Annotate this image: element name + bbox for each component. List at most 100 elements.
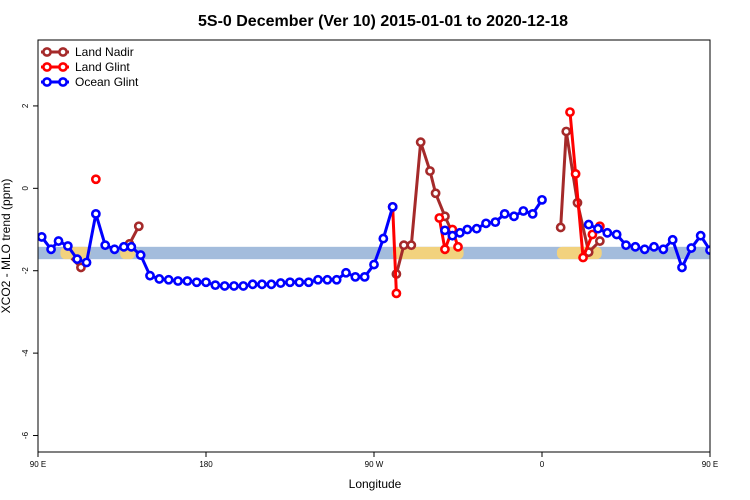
land-patch-4 [732,247,750,259]
data-point-ocean-glint-0 [38,232,47,242]
data-point-ocean-glint-18 [201,277,211,288]
data-point-ocean-glint-49 [527,208,538,219]
data-point-ocean-glint-6 [90,208,101,219]
data-point-ocean-glint-40 [447,230,458,241]
series-land-nadir [70,126,605,279]
x-tick-label-3: 0 [540,460,545,469]
data-point-ocean-glint-21 [229,281,239,291]
data-point-land-nadir-5 [406,240,417,251]
legend-swatch-marker [42,47,52,57]
data-point-ocean-glint-58 [649,241,659,252]
data-point-ocean-glint-61 [677,262,687,273]
data-point-ocean-glint-26 [275,278,286,288]
data-point-ocean-glint-48 [518,206,529,216]
data-point-land-nadir-10 [555,222,566,233]
data-point-land-nadir-6 [415,137,426,148]
data-point-land-nadir-0 [76,262,86,273]
series-line-ocean-glint-0 [40,206,395,288]
data-point-ocean-glint-67 [734,254,741,261]
legend-item-land-glint: Land Glint [41,60,130,74]
data-point-ocean-glint-63 [695,230,706,241]
legend-item-ocean-glint: Ocean Glint [41,75,139,89]
data-point-ocean-glint-35 [359,271,370,282]
data-point-land-nadir-2 [133,221,144,232]
data-point-ocean-glint-28 [294,277,305,288]
data-point-land-glint-6 [453,241,463,252]
x-tick-label-0: 90 E [30,460,46,469]
data-point-ocean-glint-64 [705,245,710,256]
x-axis-label: Longitude [349,477,402,491]
data-point-land-glint-4 [440,244,450,255]
legend-swatch-marker [58,62,68,72]
data-point-land-glint-9 [578,252,588,263]
data-point-ocean-glint-47 [509,211,519,222]
data-point-ocean-glint-36 [369,259,379,270]
chart-title: 5S-0 December (Ver 10) 2015-01-01 to 202… [198,13,568,30]
data-point-ocean-glint-60 [667,234,678,245]
data-point-ocean-glint-45 [490,217,501,228]
plot-frame [37,39,711,453]
data-point-ocean-glint-33 [341,267,351,278]
data-point-ocean-glint-34 [350,271,361,282]
data-point-land-glint-7 [565,107,575,117]
data-point-ocean-glint-30 [313,274,323,285]
x-tick-label-2: 90 W [365,460,384,469]
data-point-ocean-glint-39 [440,225,450,236]
data-point-land-glint-3 [434,213,445,223]
y-tick-label-1: 0 [21,186,30,191]
legend-item-land-nadir: Land Nadir [41,45,134,59]
data-point-ocean-glint-32 [331,274,342,285]
data-point-ocean-glint-5 [81,257,92,268]
data-point-ocean-glint-24 [257,279,267,290]
data-point-ocean-glint-44 [481,218,491,229]
legend-label: Land Glint [75,60,130,74]
y-tick-label-3: -4 [21,349,30,357]
legend-label: Land Nadir [75,45,134,59]
data-point-ocean-glint-25 [266,279,277,290]
data-point-ocean-glint-56 [630,241,641,252]
data-point-land-nadir-4 [398,240,409,251]
data-point-ocean-glint-9 [118,241,129,252]
data-point-ocean-glint-7 [100,240,111,251]
data-point-ocean-glint-62 [686,243,697,253]
data-point-ocean-glint-52 [593,223,603,234]
data-point-land-nadir-7 [425,166,435,176]
legend-swatch-marker [42,77,52,87]
data-point-ocean-glint-8 [109,244,120,255]
data-point-ocean-glint-55 [621,240,631,251]
data-point-ocean-glint-53 [602,227,613,238]
data-point-ocean-glint-41 [454,227,465,238]
y-tick-label-0: 2 [21,103,30,108]
data-point-ocean-glint-66 [725,243,732,250]
series-layer [38,107,741,299]
x-tick-label-4: 90 E [702,460,718,469]
legend-swatch-marker [58,77,68,87]
series-ocean-glint [38,194,741,291]
axes-layer: 90 E 180 90 W 0 90 E 2 0 -2 -4 -6 [21,103,718,469]
data-point-ocean-glint-16 [182,276,193,286]
data-point-ocean-glint-51 [583,219,594,230]
y-axis-label: XCO2 - MLO trend (ppm) [0,179,13,314]
data-point-ocean-glint-15 [173,276,183,286]
data-point-ocean-glint-38 [387,201,398,212]
data-point-ocean-glint-11 [135,250,146,260]
data-point-ocean-glint-19 [210,280,221,291]
data-point-ocean-glint-4 [72,254,83,265]
data-point-ocean-glint-65 [716,237,723,244]
data-point-ocean-glint-27 [285,277,295,288]
series-line-land-glint-0 [391,206,398,294]
x-tick-label-1: 180 [199,460,213,469]
data-point-ocean-glint-3 [62,241,73,251]
data-point-ocean-glint-23 [247,279,258,290]
legend-swatch-marker [58,47,68,57]
data-point-ocean-glint-1 [46,244,56,255]
data-point-land-glint-10 [587,229,598,240]
data-point-land-glint-2 [391,288,402,299]
data-point-land-nadir-11 [561,126,572,137]
data-point-ocean-glint-46 [499,208,510,219]
y-tick-label-2: -2 [21,267,30,275]
data-point-ocean-glint-10 [126,241,137,252]
y-tick-label-4: -6 [21,431,30,439]
